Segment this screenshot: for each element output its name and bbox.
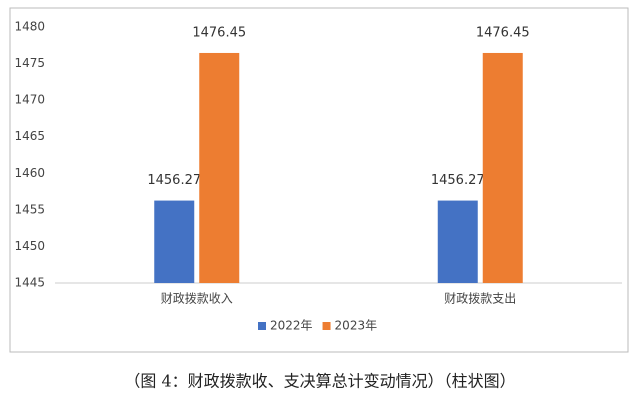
y-tick-label: 1480 bbox=[14, 20, 45, 34]
value-label: 1476.45 bbox=[476, 25, 530, 40]
x-tick-label: 财政拨款支出 bbox=[444, 292, 516, 306]
bar bbox=[199, 52, 240, 283]
y-tick-label: 1465 bbox=[14, 129, 45, 143]
y-tick-label: 1460 bbox=[14, 166, 45, 180]
bar bbox=[154, 200, 195, 283]
x-tick-label: 财政拨款收入 bbox=[161, 292, 233, 306]
y-tick-label: 1455 bbox=[14, 202, 45, 216]
legend-swatch bbox=[258, 322, 266, 330]
legend-swatch bbox=[322, 322, 331, 330]
bar bbox=[437, 200, 478, 283]
chart-frame bbox=[9, 7, 629, 353]
value-label: 1476.45 bbox=[192, 25, 246, 40]
y-tick-label: 1475 bbox=[14, 56, 45, 70]
value-label: 1456.27 bbox=[147, 173, 201, 188]
value-label: 1456.27 bbox=[431, 173, 485, 188]
legend-label: 2022年 bbox=[270, 319, 313, 333]
y-tick-label: 1445 bbox=[14, 276, 45, 290]
legend-label: 2023年 bbox=[335, 319, 378, 333]
bar bbox=[482, 52, 523, 283]
caption: （图 4：财政拨款收、支决算总计变动情况）（柱状图） bbox=[124, 372, 515, 391]
y-tick-label: 1470 bbox=[14, 93, 45, 107]
y-tick-label: 1450 bbox=[14, 239, 45, 253]
